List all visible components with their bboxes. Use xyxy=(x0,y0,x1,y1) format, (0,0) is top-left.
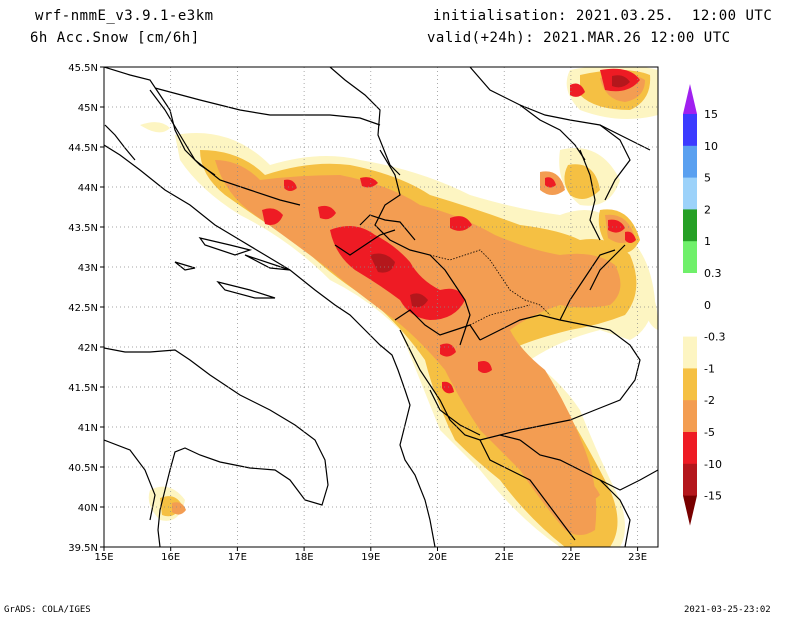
snow-field xyxy=(140,67,658,547)
colorbar-swatch xyxy=(683,209,697,242)
colorbar-swatch xyxy=(683,241,697,274)
lat-label: 42N xyxy=(78,343,98,354)
colorbar-label: 15 xyxy=(704,108,718,121)
lat-label: 43.5N xyxy=(68,223,98,234)
lon-label: 21E xyxy=(495,552,514,563)
colorbar-label: -1 xyxy=(704,362,715,375)
lat-axis: 45.5N 45N 44.5N 44N 43.5N 43N 42.5N 42N 41.5N 41N… xyxy=(68,63,104,554)
lat-label: 43N xyxy=(78,263,98,274)
colorbar-swatch xyxy=(683,432,697,465)
lon-label: 22E xyxy=(561,552,580,563)
model-name: wrf-nmmE_v3.9.1-e3km xyxy=(35,8,214,24)
colorbar: 15 10 5 2 1 0.3 0 -0.3 -1 -2 -5 -10 -15 xyxy=(683,84,725,526)
lat-label: 44.5N xyxy=(68,143,98,154)
colorbar-label: 1 xyxy=(704,235,711,248)
colorbar-swatch xyxy=(683,273,697,306)
valid-time: valid(+24h): 2021.MAR.26 12:00 UTC xyxy=(427,30,731,46)
lon-label: 16E xyxy=(161,552,180,563)
footer-timestamp: 2021-03-25-23:02 xyxy=(684,605,771,615)
grid-lines xyxy=(104,67,658,547)
colorbar-label: 0 xyxy=(704,299,711,312)
lat-label: 41.5N xyxy=(68,383,98,394)
lat-label: 45N xyxy=(78,103,98,114)
lon-axis: 15E 16E 17E 18E 19E 20E 21E 22E 23E xyxy=(94,547,647,563)
colorbar-swatch xyxy=(683,177,697,210)
lat-label: 42.5N xyxy=(68,303,98,314)
colorbar-label: -10 xyxy=(704,458,722,471)
lat-label: 41N xyxy=(78,423,98,434)
colorbar-label: 5 xyxy=(704,172,711,185)
lon-label: 15E xyxy=(94,552,113,563)
colorbar-swatch xyxy=(683,463,697,497)
colorbar-swatch xyxy=(683,368,697,401)
colorbar-swatch xyxy=(683,145,697,179)
colorbar-swatch xyxy=(683,400,697,433)
lon-label: 19E xyxy=(361,552,380,563)
init-time: initialisation: 2021.03.25. 12:00 UTC xyxy=(433,8,773,24)
colorbar-label: 2 xyxy=(704,203,711,216)
field-name: 6h Acc.Snow [cm/6h] xyxy=(30,30,200,46)
footer-credit: GrADS: COLA/IGES xyxy=(4,605,91,615)
colorbar-swatch xyxy=(683,304,697,338)
colorbar-swatch xyxy=(683,336,697,369)
colorbar-label: 0.3 xyxy=(704,267,722,280)
colorbar-label: -0.3 xyxy=(704,331,725,344)
lat-label: 44N xyxy=(78,183,98,194)
colorbar-label: -5 xyxy=(704,426,715,439)
lat-label: 40N xyxy=(78,503,98,514)
lat-label: 39.5N xyxy=(68,543,98,554)
lon-label: 17E xyxy=(228,552,247,563)
colorbar-label: -15 xyxy=(704,490,722,503)
colorbar-swatch xyxy=(683,114,697,147)
lon-label: 20E xyxy=(428,552,447,563)
colorbar-bottom-arrow xyxy=(683,495,697,526)
colorbar-top-arrow xyxy=(683,84,697,114)
lat-label: 45.5N xyxy=(68,63,98,74)
lat-label: 40.5N xyxy=(68,463,98,474)
lon-label: 18E xyxy=(295,552,314,563)
colorbar-label: -2 xyxy=(704,394,715,407)
lon-label: 23E xyxy=(628,552,647,563)
colorbar-label: 10 xyxy=(704,140,718,153)
